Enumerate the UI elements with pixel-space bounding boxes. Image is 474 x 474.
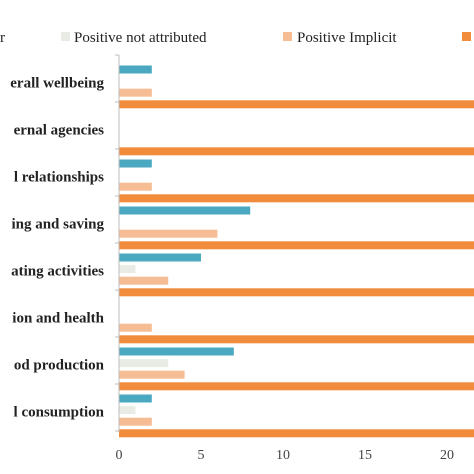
bar-series-3-6 [119,382,474,391]
bar-series-3-1 [119,147,474,156]
legend-swatch [61,32,70,41]
category-label: ion and health [12,311,104,327]
legend-swatch [462,32,471,41]
x-tick-label: 5 [198,448,205,463]
x-tick-label: 0 [116,448,123,463]
legend-label: r [0,30,5,46]
x-tick-label: 10 [276,448,290,463]
bars [119,65,474,438]
bar-positive-not-attributed-7 [119,406,136,415]
bar-positive-not-attributed-4 [119,265,136,274]
bar-series-3-4 [119,288,474,297]
bar-positive-implicit-2 [119,182,152,191]
bar-positive-implicit-7 [119,417,152,426]
bar-r-2 [119,159,152,168]
bar-positive-implicit-6 [119,370,185,379]
bar-r-0 [119,65,152,74]
category-label: ing and saving [11,217,104,233]
bar-series-3-3 [119,241,474,250]
bar-series-3-5 [119,335,474,344]
legend-label: Positive not attributed [74,30,207,46]
bar-positive-implicit-4 [119,276,169,285]
bar-r-3 [119,206,251,215]
category-label: ernal agencies [14,123,105,139]
category-label: od production [14,358,105,374]
bar-r-6 [119,347,234,356]
x-axis: 0 5 10 15 20 [115,54,454,463]
bar-series-3-0 [119,100,474,109]
category-labels: erall wellbeing ernal agencies l relations… [10,76,104,421]
category-label: l consumption [14,405,105,421]
bar-positive-implicit-5 [119,323,152,332]
bar-r-7 [119,394,152,403]
bar-positive-implicit-0 [119,88,152,97]
category-label: erall wellbeing [10,76,104,92]
legend: r Positive not attributed Positive Implici… [0,30,471,46]
bar-series-3-2 [119,194,474,203]
category-label: ating activities [11,264,104,280]
bar-series-3-7 [119,429,474,438]
x-tick-label: 20 [440,448,454,463]
legend-label: Positive Implicit [297,30,397,46]
x-tick-label: 15 [358,448,372,463]
bar-r-4 [119,253,201,262]
legend-swatch [283,32,292,41]
bar-positive-not-attributed-6 [119,359,169,368]
category-label: l relationships [14,170,104,186]
bar-positive-implicit-3 [119,229,218,238]
